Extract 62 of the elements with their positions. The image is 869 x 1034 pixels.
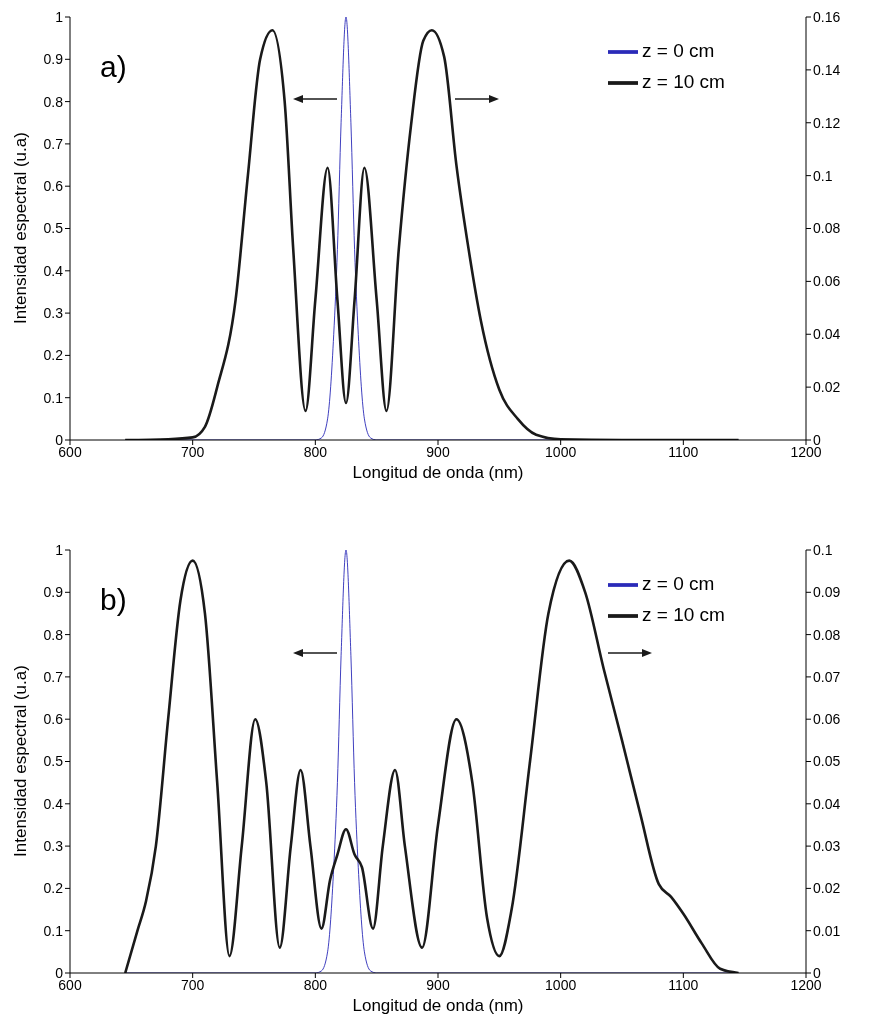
- x-tick-label: 900: [426, 443, 450, 460]
- y-tick-label: 0.2: [43, 347, 64, 364]
- y2-tick-label: 0.04: [813, 795, 841, 812]
- x-tick-label: 800: [303, 976, 328, 993]
- legend-label: z = 10 cm: [642, 603, 725, 625]
- y-tick-label: 0.9: [43, 584, 64, 601]
- y2-tick-label: 0.1: [813, 167, 833, 184]
- x-tick-label: 800: [303, 443, 328, 460]
- y2-tick-label: 0.06: [813, 711, 841, 728]
- x-axis-title: Longitud de onda (nm): [351, 463, 525, 483]
- y2-tick-label: 0.08: [813, 220, 841, 237]
- y2-tick-label: 0.07: [813, 668, 841, 685]
- y-tick-label: 1: [55, 541, 64, 558]
- y-tick-label: 0.7: [43, 135, 64, 152]
- y2-tick-label: 0.05: [813, 753, 841, 770]
- y-tick-label: 0.2: [43, 880, 64, 897]
- y2-tick-label: 0.06: [813, 273, 841, 290]
- y-tick-label: 1: [55, 8, 64, 25]
- x-tick-label: 700: [180, 976, 205, 993]
- y2-tick-label: 0: [813, 964, 821, 981]
- y2-tick-label: 0.02: [813, 880, 841, 897]
- y-tick-label: 0.3: [43, 305, 64, 322]
- y-tick-label: 0.1: [43, 389, 64, 406]
- y-tick-label: 0.8: [43, 93, 64, 110]
- x-tick-label: 700: [180, 443, 205, 460]
- y-tick-label: 0.3: [43, 838, 64, 855]
- y-tick-label: 0.7: [43, 668, 64, 685]
- x-axis-title: Longitud de onda (nm): [351, 996, 525, 1016]
- x-tick-label: 1100: [668, 976, 699, 993]
- annotation: a): [100, 50, 127, 84]
- y-tick-label: 0.6: [43, 711, 64, 728]
- y-tick-label: 0.4: [43, 795, 64, 812]
- y-tick-label: 0: [55, 964, 64, 981]
- y2-tick-label: 0: [813, 431, 821, 448]
- y2-tick-label: 0.08: [813, 626, 841, 643]
- y-axis-title: Intensidad espectral (u.a): [10, 664, 31, 859]
- annotation: b): [100, 583, 127, 617]
- y2-tick-label: 0.01: [813, 922, 841, 939]
- y-axis-title: Intensidad espectral (u.a): [10, 131, 31, 326]
- x-tick-label: 1100: [668, 443, 699, 460]
- y-tick-label: 0.9: [43, 51, 64, 68]
- y-tick-label: 0: [55, 431, 64, 448]
- y-tick-label: 0.8: [43, 626, 64, 643]
- x-tick-label: 900: [426, 976, 450, 993]
- y2-tick-label: 0.04: [813, 326, 841, 343]
- y-tick-label: 0.6: [43, 178, 64, 195]
- y2-tick-label: 0.12: [813, 114, 841, 131]
- y2-tick-label: 0.03: [813, 838, 841, 855]
- y2-tick-label: 0.16: [813, 8, 841, 25]
- legend-label: z = 10 cm: [642, 70, 725, 92]
- y2-tick-label: 0.09: [813, 584, 841, 601]
- y-tick-label: 0.5: [43, 220, 64, 237]
- y2-tick-label: 0.02: [813, 379, 841, 396]
- y2-tick-label: 0.14: [813, 61, 841, 78]
- y-tick-label: 0.5: [43, 753, 64, 770]
- y-tick-label: 0.1: [43, 922, 64, 939]
- x-tick-label: 1000: [545, 976, 577, 993]
- legend-label: z = 0 cm: [642, 573, 715, 594]
- y2-tick-label: 0.1: [813, 541, 833, 558]
- x-tick-label: 1000: [545, 443, 577, 460]
- y-tick-label: 0.4: [43, 262, 64, 279]
- legend-label: z = 0 cm: [642, 40, 715, 61]
